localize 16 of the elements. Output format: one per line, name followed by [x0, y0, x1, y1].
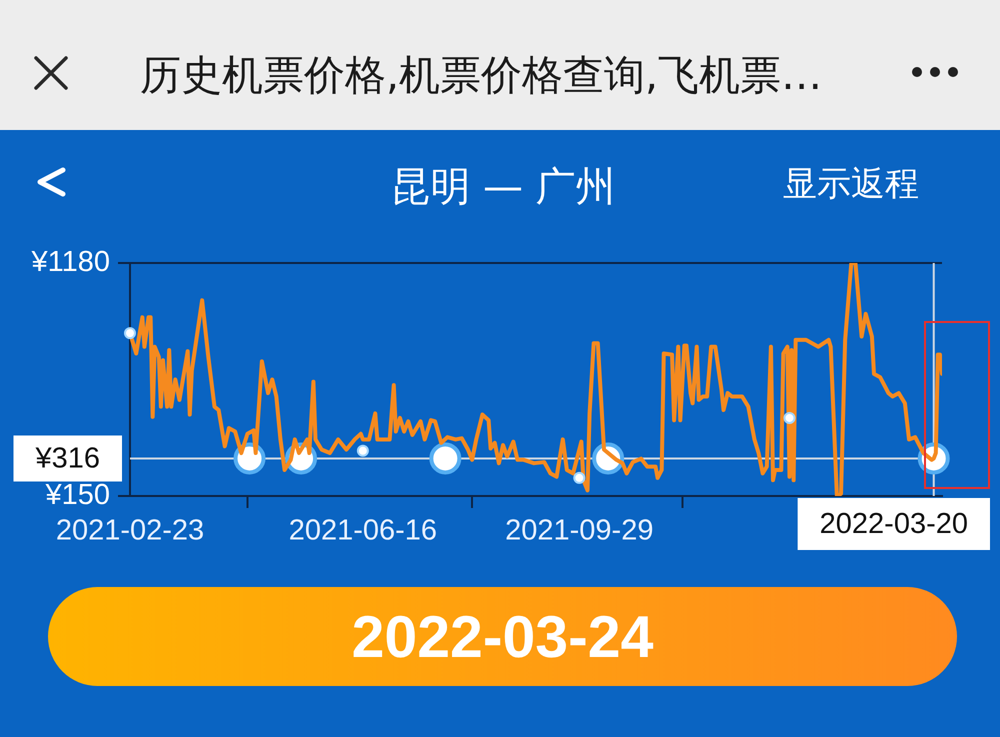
- ref-line-label: 2022-03-20: [820, 508, 968, 540]
- point: [573, 472, 586, 484]
- ref-line-label: ¥316: [34, 442, 100, 474]
- point: [124, 327, 136, 340]
- text: 历史机票价格,机票价格查询,飞机票…: [140, 50, 822, 101]
- x-tick-label: 2021-09-29: [505, 514, 654, 546]
- point: [429, 442, 462, 474]
- point: [783, 412, 796, 424]
- text: 显示返程: [783, 163, 919, 206]
- x-tick-label: 2021-02-23: [56, 514, 204, 546]
- point: [356, 444, 369, 457]
- date-button: 2022-03-24: [48, 587, 957, 686]
- y-tick-label: ¥1180: [30, 246, 110, 278]
- chart-title: 昆明 — 广州: [390, 163, 616, 212]
- x-tick-label: 2021-06-16: [288, 514, 438, 546]
- y-tick-label: ¥150: [44, 479, 110, 511]
